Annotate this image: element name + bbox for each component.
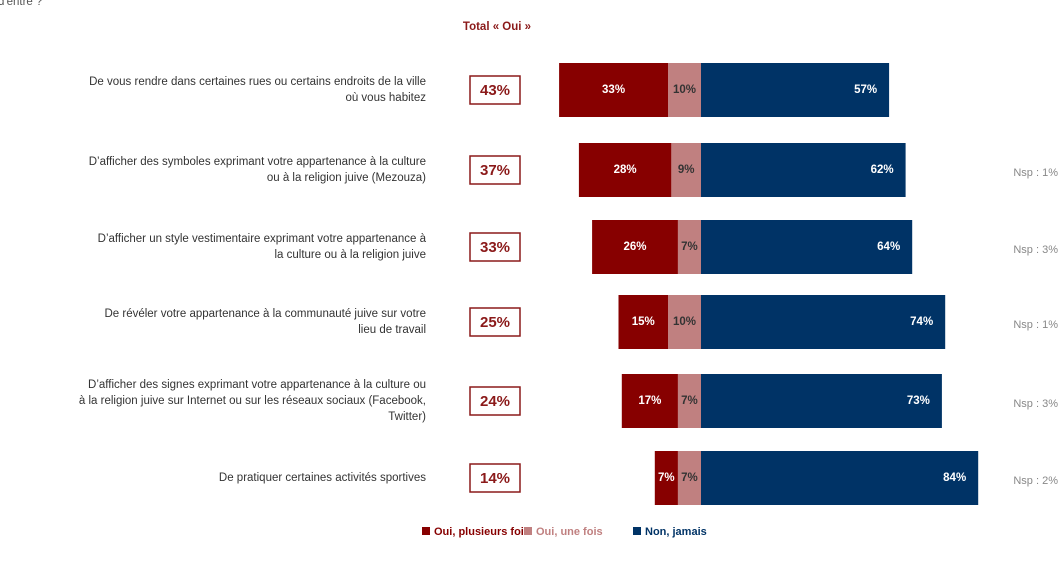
value-label: 7% (681, 395, 698, 407)
value-label: 73% (907, 395, 930, 407)
value-label: 57% (854, 84, 877, 96)
value-label: 74% (910, 316, 933, 328)
bar-segment (701, 295, 946, 349)
value-label: 7% (681, 241, 698, 253)
category-label: D’afficher des symboles exprimant votre … (89, 156, 426, 168)
value-label: 28% (614, 164, 637, 176)
total-box (469, 463, 521, 493)
nsp-label: Nsp : 3% (1013, 398, 1058, 410)
category-label: D’afficher des signes exprimant votre ap… (88, 379, 426, 391)
value-label: 15% (632, 316, 655, 328)
legend-label: Oui, plusieurs fois (434, 526, 530, 538)
category-label: De révéler votre appartenance à la commu… (104, 308, 426, 320)
category-label: la culture ou à la religion juive (274, 249, 426, 261)
category-label: où vous habitez (345, 92, 426, 104)
value-label: 9% (678, 164, 695, 176)
bar-segment (654, 451, 678, 505)
bar-segment (559, 63, 668, 117)
bar-segment (668, 63, 701, 117)
legend-swatch (422, 527, 430, 535)
value-label: 84% (943, 472, 966, 484)
category-label: lieu de travail (358, 324, 426, 336)
category-label: De pratiquer certaines activités sportiv… (219, 472, 426, 484)
nsp-label: Nsp : 1% (1013, 167, 1058, 179)
bar-segment (578, 143, 672, 197)
nsp-label: Nsp : 2% (1013, 475, 1058, 487)
total-label: 14% (480, 470, 510, 487)
category-label: D’afficher un style vestimentaire exprim… (98, 233, 427, 245)
category-label: ou à la religion juive (Mezouza) (267, 172, 426, 184)
value-label: 26% (623, 241, 646, 253)
value-label: 7% (681, 472, 698, 484)
value-label: 10% (673, 84, 696, 96)
bar-segment (677, 220, 701, 274)
bar-segment (592, 220, 678, 274)
value-label: 17% (638, 395, 661, 407)
bar-segment (701, 374, 942, 428)
subtitle: d'entre ? (0, 0, 42, 8)
bar-segment (668, 295, 701, 349)
total-label: 37% (480, 162, 510, 179)
category-label: Twitter) (388, 411, 426, 423)
value-label: 64% (877, 241, 900, 253)
bar-segment (701, 63, 890, 117)
category-label: De vous rendre dans certaines rues ou ce… (89, 76, 426, 88)
totals-title: Total « Oui » (463, 21, 531, 33)
nsp-label: Nsp : 1% (1013, 319, 1058, 331)
bar-segment (701, 451, 979, 505)
bar-segment (701, 143, 906, 197)
legend-swatch (524, 527, 532, 535)
total-label: 25% (480, 314, 510, 331)
total-label: 33% (480, 239, 510, 256)
value-label: 33% (602, 84, 625, 96)
legend-swatch (633, 527, 641, 535)
total-box (469, 232, 521, 262)
legend-label: Oui, une fois (536, 526, 603, 538)
value-label: 7% (658, 472, 675, 484)
legend-label: Non, jamais (645, 526, 707, 538)
bar-segment (677, 451, 701, 505)
value-label: 62% (871, 164, 894, 176)
bar-segment (618, 295, 668, 349)
bar-segment (677, 374, 701, 428)
category-label: à la religion juive sur Internet ou sur … (79, 395, 426, 407)
total-label: 43% (480, 82, 510, 99)
total-box (469, 75, 521, 105)
total-label: 24% (480, 393, 510, 410)
nsp-label: Nsp : 3% (1013, 244, 1058, 256)
bar-segment (701, 220, 913, 274)
total-box (469, 386, 521, 416)
value-label: 10% (673, 316, 696, 328)
bar-segment (671, 143, 701, 197)
total-box (469, 155, 521, 185)
total-box (469, 307, 521, 337)
bar-segment (621, 374, 678, 428)
